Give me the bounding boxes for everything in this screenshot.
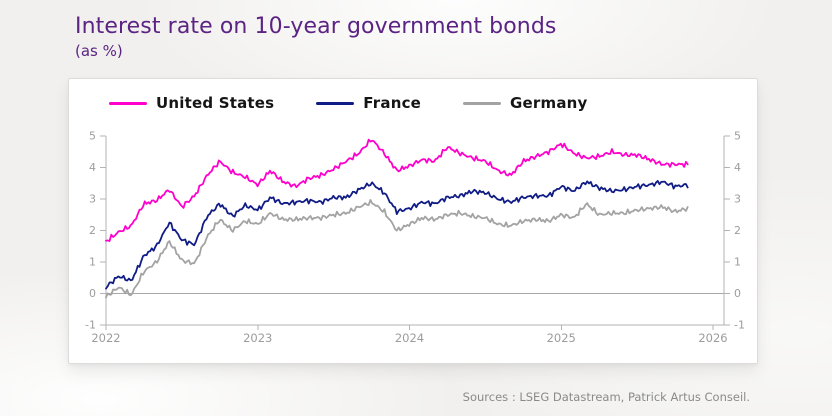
legend-swatch-germany (463, 101, 502, 105)
svg-text:1: 1 (734, 256, 741, 269)
svg-text:5: 5 (734, 130, 741, 143)
legend-item-france: France (316, 94, 421, 112)
svg-text:3: 3 (734, 193, 741, 206)
legend-item-germany: Germany (463, 94, 588, 112)
svg-text:4: 4 (734, 161, 741, 174)
svg-text:2024: 2024 (395, 331, 424, 345)
svg-text:-1: -1 (85, 319, 96, 332)
page-header: Interest rate on 10-year government bond… (75, 14, 556, 60)
svg-text:3: 3 (89, 193, 96, 206)
svg-text:0: 0 (734, 287, 741, 300)
svg-text:2026: 2026 (698, 331, 727, 345)
svg-text:4: 4 (89, 161, 96, 174)
chart-card: United States France Germany -1 -1 0 0 1 1 2 2 3… (68, 78, 758, 364)
legend-swatch-france (316, 101, 355, 105)
legend-label: Germany (510, 94, 588, 112)
svg-text:0: 0 (89, 287, 96, 300)
svg-text:1: 1 (89, 256, 96, 269)
chart-svg: -1 -1 0 0 1 1 2 2 3 3 4 4 5 5 2022 2023 2024 2025 2026 (85, 130, 745, 346)
legend-label: France (363, 94, 422, 112)
svg-text:2023: 2023 (243, 331, 272, 345)
svg-text:5: 5 (89, 130, 96, 143)
legend-swatch-united-states (109, 101, 147, 105)
chart-legend: United States France Germany (109, 94, 588, 112)
svg-text:2025: 2025 (547, 331, 576, 345)
legend-item-united-states: United States (109, 94, 274, 112)
legend-label: United States (156, 94, 275, 112)
svg-text:-1: -1 (734, 319, 745, 332)
page-subtitle: (as %) (75, 42, 123, 60)
svg-text:2022: 2022 (91, 331, 120, 345)
svg-text:2: 2 (734, 224, 741, 237)
page-title: Interest rate on 10-year government bond… (75, 14, 557, 39)
sources-caption: Sources : LSEG Datastream, Patrick Artus… (462, 390, 750, 404)
svg-text:2: 2 (89, 224, 96, 237)
